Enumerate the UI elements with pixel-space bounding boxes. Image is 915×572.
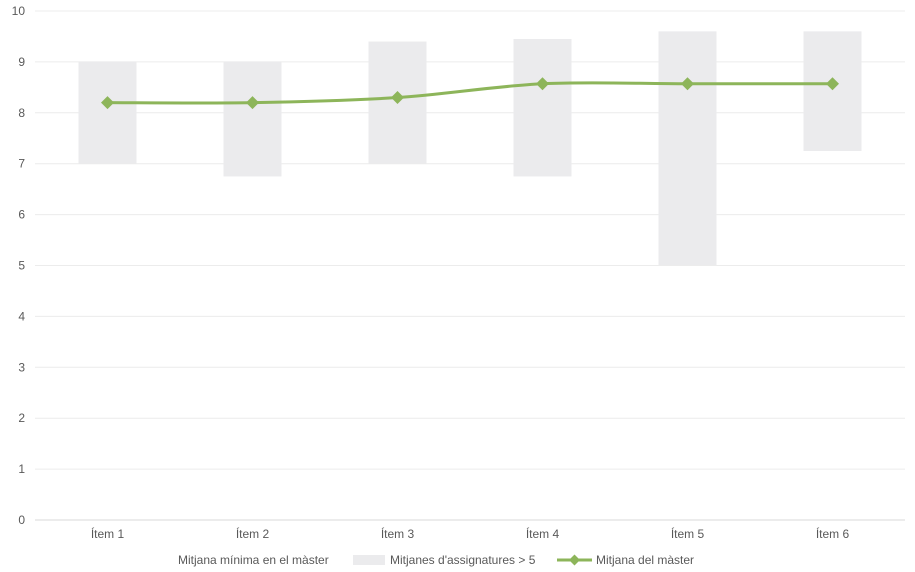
legend: Mitjana mínima en el màster Mitjanes d'a… — [178, 553, 694, 567]
y-tick-label: 9 — [18, 55, 25, 69]
range-bar — [223, 61, 282, 177]
x-tick-label: Ítem 3 — [381, 526, 415, 541]
range-bar — [803, 31, 862, 151]
line-marker — [391, 91, 404, 105]
legend-swatch-marker — [569, 554, 580, 566]
range-bars — [78, 31, 862, 266]
x-tick-label: Ítem 2 — [236, 526, 270, 541]
y-axis: 0 1 2 3 4 5 6 7 8 9 10 — [12, 4, 26, 527]
y-tick-label: 0 — [18, 513, 25, 527]
line-marker — [681, 77, 694, 91]
line-marker — [101, 96, 114, 110]
y-tick-label: 6 — [18, 208, 25, 222]
average-line — [101, 77, 839, 110]
y-tick-label: 5 — [18, 259, 25, 273]
y-tick-label: 1 — [18, 462, 25, 476]
x-tick-label: Ítem 5 — [671, 526, 705, 541]
x-tick-label: Ítem 4 — [526, 526, 560, 541]
range-bar — [513, 38, 572, 177]
legend-swatch-range — [353, 555, 385, 565]
line-marker — [246, 96, 259, 110]
range-bar — [658, 31, 717, 266]
y-tick-label: 3 — [18, 360, 25, 374]
range-bar — [78, 61, 137, 164]
legend-label-line: Mitjana del màster — [596, 553, 694, 567]
legend-label-min: Mitjana mínima en el màster — [178, 553, 329, 567]
y-tick-label: 2 — [18, 411, 25, 425]
line-marker — [826, 77, 839, 91]
line-marker — [536, 77, 549, 91]
y-tick-label: 8 — [18, 106, 25, 120]
y-tick-label: 4 — [18, 309, 25, 323]
legend-label-range: Mitjanes d'assignatures > 5 — [390, 553, 536, 567]
x-tick-label: Ítem 1 — [91, 526, 125, 541]
x-axis: Ítem 1 Ítem 2 Ítem 3 Ítem 4 Ítem 5 Ítem 6 — [91, 526, 850, 541]
average-line-path — [106, 81, 834, 105]
x-tick-label: Ítem 6 — [816, 526, 850, 541]
gridlines — [35, 10, 905, 521]
y-tick-label: 10 — [12, 4, 26, 18]
y-tick-label: 7 — [18, 157, 25, 171]
